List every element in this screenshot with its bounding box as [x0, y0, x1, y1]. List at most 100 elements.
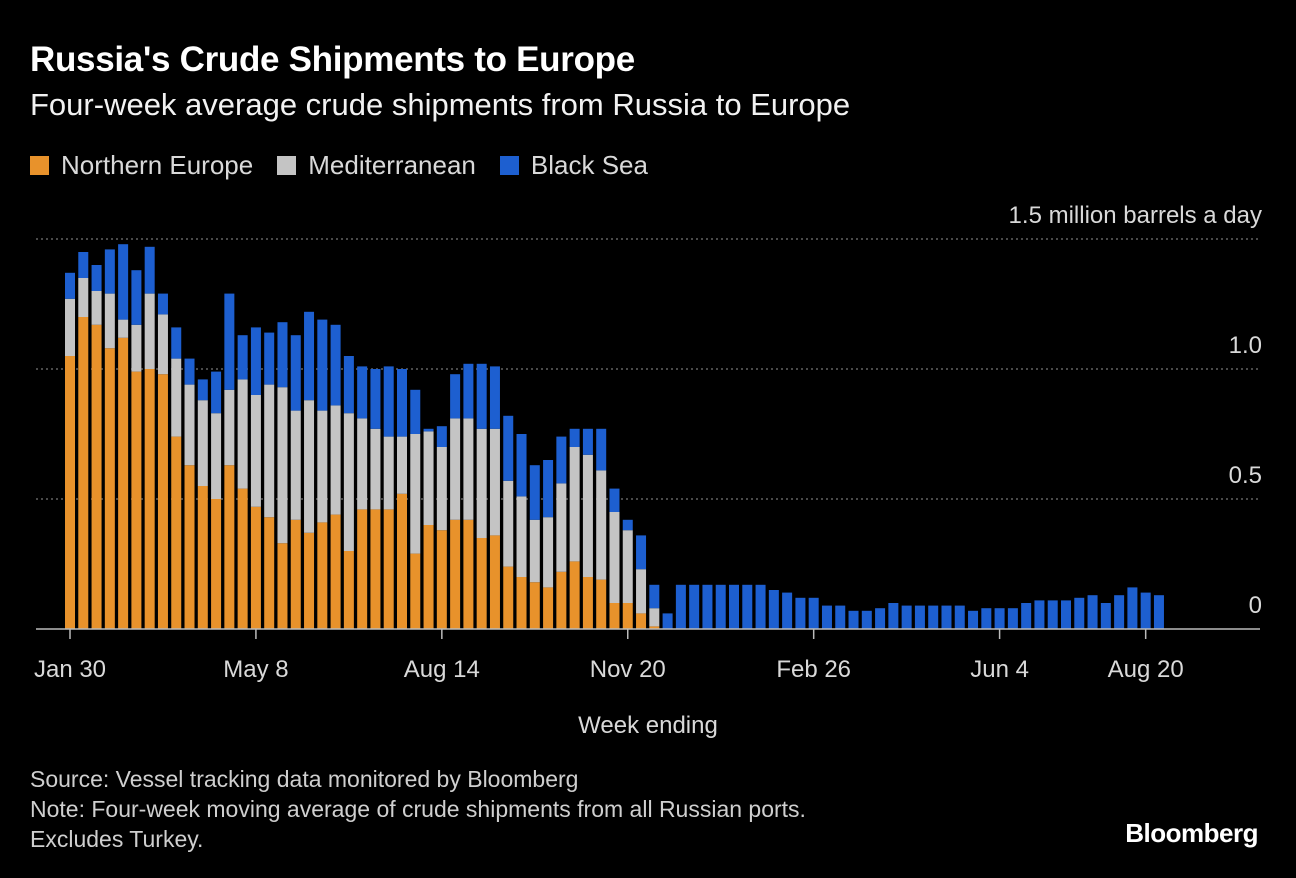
bar-segment-black-sea: [118, 244, 129, 320]
chart-title: Russia's Crude Shipments to Europe: [30, 40, 635, 79]
bar-segment-mediterranean: [104, 293, 115, 349]
bar-segment-mediterranean: [556, 483, 567, 572]
legend-swatch-mediterranean: [277, 156, 297, 175]
bar-segment-northern-europe: [569, 561, 580, 629]
bar-segment-northern-europe: [118, 337, 129, 629]
bar-segment-black-sea: [171, 327, 182, 359]
bar-segment-black-sea: [968, 610, 979, 629]
bar-segment-black-sea: [543, 460, 554, 518]
bar-segment-black-sea: [78, 252, 89, 278]
bar-segment-black-sea: [224, 293, 235, 390]
bar-segment-northern-europe: [104, 348, 115, 629]
bar-segment-northern-europe: [463, 519, 474, 629]
bar-segment-mediterranean: [118, 319, 129, 338]
bar-segment-black-sea: [649, 584, 660, 609]
bar-segment-mediterranean: [529, 519, 540, 583]
bar-segment-black-sea: [1153, 595, 1164, 629]
bar-segment-northern-europe: [383, 509, 394, 629]
bar-segment-black-sea: [901, 605, 912, 629]
bar-segment-black-sea: [157, 293, 168, 315]
bar-segment-mediterranean: [157, 314, 168, 375]
bar-segment-northern-europe: [264, 517, 275, 629]
bar-segment-black-sea: [237, 335, 248, 380]
bar-segment-northern-europe: [317, 522, 328, 629]
bar-segment-mediterranean: [91, 291, 102, 325]
bar-segment-mediterranean: [463, 418, 474, 520]
bar-segment-mediterranean: [224, 389, 235, 466]
bar-segment-black-sea: [489, 366, 500, 429]
bar-segment-black-sea: [1100, 603, 1111, 629]
bar-segment-mediterranean: [65, 298, 75, 356]
bloomberg-logo: Bloomberg: [1125, 818, 1258, 848]
bar-segment-black-sea: [569, 428, 580, 447]
bar-segment-northern-europe: [211, 499, 222, 629]
bar-segment-black-sea: [1114, 595, 1125, 629]
bar-segment-black-sea: [914, 605, 925, 629]
bar-segment-black-sea: [1074, 597, 1085, 629]
bar-segment-black-sea: [264, 332, 275, 385]
bar-segment-northern-europe: [250, 506, 261, 629]
bar-segment-black-sea: [144, 246, 155, 294]
bar-segment-black-sea: [609, 488, 620, 512]
bar-segment-black-sea: [503, 415, 514, 481]
bar-segment-black-sea: [1007, 608, 1018, 629]
bar-segment-mediterranean: [131, 324, 142, 372]
bar-segment-black-sea: [104, 249, 115, 294]
bar-segment-northern-europe: [649, 626, 660, 629]
bar-segment-black-sea: [450, 374, 461, 419]
bar-segment-northern-europe: [636, 613, 647, 629]
bar-segment-black-sea: [1021, 603, 1032, 629]
bar-segment-black-sea: [556, 436, 567, 484]
bar-segment-northern-europe: [556, 571, 567, 629]
bar-segment-mediterranean: [516, 496, 527, 577]
bar-segment-mediterranean: [476, 428, 487, 538]
bar-segment-black-sea: [397, 369, 407, 437]
bar-segment-mediterranean: [436, 447, 447, 531]
bar-segment-black-sea: [622, 519, 633, 531]
bar-segment-mediterranean: [582, 454, 593, 577]
bar-segment-black-sea: [516, 434, 527, 497]
bar-segment-black-sea: [689, 584, 700, 629]
bar-segment-mediterranean: [383, 436, 394, 510]
bar-segment-black-sea: [596, 428, 607, 471]
bar-segment-northern-europe: [489, 535, 500, 629]
x-axis-label: Week ending: [578, 712, 718, 739]
footer: Source: Vessel tracking data monitored b…: [30, 764, 806, 854]
bar-segment-black-sea: [702, 584, 713, 629]
legend-swatch-black-sea: [499, 156, 519, 175]
bar-segment-mediterranean: [144, 293, 155, 369]
legend-item-black-sea: Black Sea: [499, 150, 648, 181]
source-note: Source: Vessel tracking data monitored b…: [30, 766, 579, 792]
bar-segment-black-sea: [795, 597, 806, 629]
bar-segment-northern-europe: [582, 577, 593, 629]
bar-segment-northern-europe: [197, 486, 208, 629]
legend: Northern Europe Mediterranean Black Sea: [30, 150, 648, 181]
bar-segment-northern-europe: [370, 509, 381, 629]
legend-label: Black Sea: [530, 150, 648, 180]
bar-segment-black-sea: [782, 592, 793, 629]
x-tick-label: Jan 30: [34, 656, 106, 683]
bar-segment-mediterranean: [343, 413, 354, 551]
bar-segment-black-sea: [370, 369, 381, 429]
method-note: Note: Four-week moving average of crude …: [30, 796, 806, 822]
bar-segment-mediterranean: [184, 384, 195, 466]
bar-segment-northern-europe: [290, 519, 301, 629]
bar-segment-black-sea: [410, 389, 421, 434]
bar-segment-black-sea: [994, 608, 1005, 629]
bar-segment-black-sea: [250, 327, 261, 395]
bar-segment-black-sea: [742, 584, 753, 629]
bar-segment-black-sea: [91, 265, 102, 291]
bar-segment-mediterranean: [264, 384, 275, 518]
bar-segment-black-sea: [821, 605, 832, 629]
bars: [65, 244, 1164, 629]
exclusion-note: Excludes Turkey.: [30, 826, 204, 852]
bar-segment-black-sea: [875, 608, 886, 629]
chart-subtitle: Four-week average crude shipments from R…: [30, 87, 851, 122]
bar-segment-northern-europe: [277, 543, 288, 629]
bar-segment-northern-europe: [184, 465, 195, 629]
bar-segment-black-sea: [729, 584, 739, 629]
y-tick-label: 0: [1249, 592, 1262, 619]
y-tick-label: 1.5 million barrels a day: [1009, 202, 1262, 229]
bar-segment-mediterranean: [304, 400, 315, 533]
